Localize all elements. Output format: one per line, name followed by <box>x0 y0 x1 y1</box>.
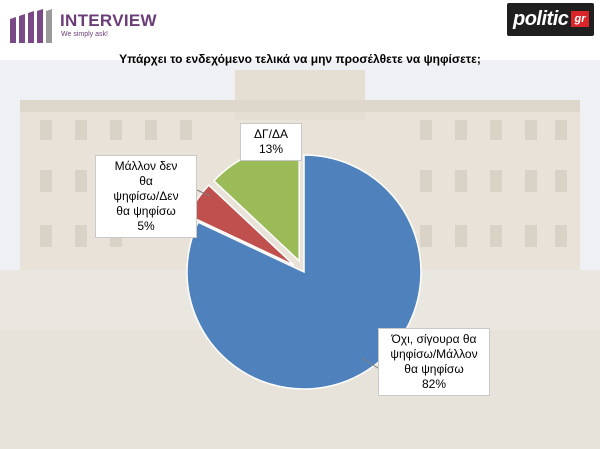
slice-label-line: Όχι, σίγουρα θα <box>391 332 477 346</box>
slice-label-dg-da: ΔΓ/ΔΑ 13% <box>240 123 302 161</box>
interview-logo: INTERVIEW We simply ask! <box>8 6 158 46</box>
politic-gr-logo: politic gr <box>507 3 594 36</box>
slice-label-line: ΔΓ/ΔΑ <box>254 127 288 141</box>
slice-label-line: ψηφίσω/Δεν <box>113 189 179 203</box>
brand-name: INTERVIEW <box>60 11 157 30</box>
partner-logo-text: politic <box>513 8 569 30</box>
leader-line-sigoura-psifiso <box>361 357 379 369</box>
slice-value-label: 13% <box>258 142 284 156</box>
pie-slice-sigoura-psifiso <box>186 154 422 390</box>
slice-value-label: 5% <box>137 219 155 233</box>
slice-label-sigoura-psifiso: Όχι, σίγουρα θα ψηφίσω/Μάλλον θα ψηφίσω … <box>378 328 490 396</box>
slice-label-line: θα ψηφίσω <box>116 204 176 218</box>
logo-bars-icon <box>10 9 52 43</box>
slice-value-label: 82% <box>421 377 447 391</box>
partner-logo-suffix: gr <box>571 11 589 27</box>
brand-tagline: We simply ask! <box>61 31 108 38</box>
leader-line-mallon-den-psifiso <box>196 189 211 197</box>
slice-label-line: ψηφίσω/Μάλλον <box>390 347 478 361</box>
slice-label-line: Μάλλον δεν <box>114 159 178 173</box>
slice-label-line: θα ψηφίσω <box>404 362 464 376</box>
slice-label-mallon-den-psifiso: Μάλλον δεν θα ψηφίσω/Δεν θα ψηφίσω 5% <box>95 155 197 238</box>
slice-label-line: θα <box>139 174 153 188</box>
chart-title: Υπάρχει το ενδεχόμενο τελικά να μην προσ… <box>119 52 481 66</box>
